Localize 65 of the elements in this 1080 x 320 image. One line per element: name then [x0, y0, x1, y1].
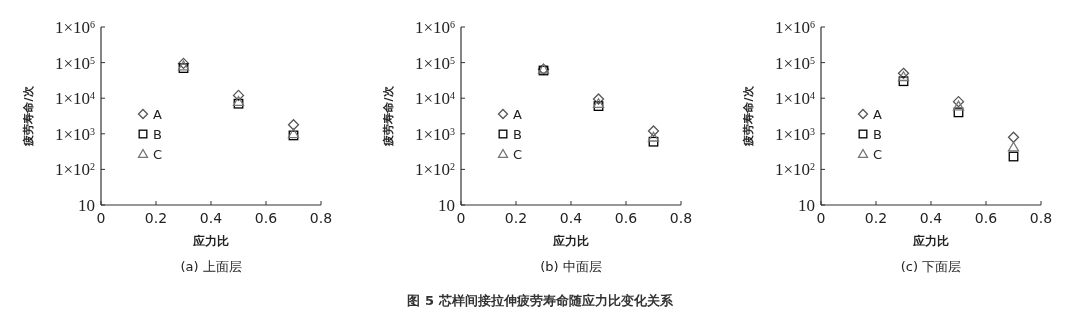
y-tick-label: 1×10$^{3}$	[54, 124, 95, 144]
y-axis-title: 疲劳寿命/次	[742, 85, 755, 147]
x-tick-label: 0.8	[1029, 210, 1053, 226]
text: (a) 上面层	[180, 259, 242, 274]
y-tick-label: 1×10$^{4}$	[414, 89, 455, 109]
point	[897, 71, 910, 82]
legend-label: C	[873, 147, 883, 162]
text: (c) 下面层	[900, 259, 962, 274]
y-tick-label: 1×10$^{5}$	[54, 53, 95, 73]
y-tick-label: 1×10$^{2}$	[774, 160, 815, 180]
x-tick-label: 0.8	[669, 210, 693, 226]
point	[1007, 141, 1020, 152]
x-tick-label: 0	[456, 210, 466, 226]
point	[647, 125, 660, 137]
y-axis-title: 疲劳寿命/次	[22, 85, 35, 147]
point	[952, 100, 965, 111]
caption: 图 5 芯样间接拉伸疲劳寿命随应力比变化关系	[407, 293, 674, 308]
legend-label: C	[153, 147, 163, 162]
y-tick-label: 1×10$^{2}$	[414, 160, 455, 180]
legend-label: B	[153, 127, 162, 142]
x-tick-label: 0.6	[974, 210, 998, 226]
y-tick-label: 1×10$^{5}$	[414, 53, 455, 73]
point	[953, 107, 964, 118]
y-axis-title: 疲劳寿命/次	[382, 85, 395, 147]
y-tick-label: 1×10$^{6}$	[774, 18, 815, 37]
x-tick-label: 0.4	[559, 210, 583, 226]
x-axis-title: 应力比	[912, 234, 949, 248]
x-tick-label: 0.2	[144, 210, 168, 226]
legend-label: A	[513, 107, 522, 122]
point	[1007, 131, 1020, 143]
y-tick-label: 1×10$^{5}$	[774, 53, 815, 73]
x-tick-label: 0.6	[254, 210, 278, 226]
y-tick-label: 1×10$^{2}$	[54, 160, 95, 180]
x-tick-label: 0	[96, 210, 106, 226]
x-tick-label: 0	[816, 210, 826, 226]
point	[592, 93, 605, 105]
y-tick-label: 1×10$^{6}$	[414, 18, 455, 37]
x-axis-title: 应力比	[192, 234, 229, 248]
x-axis-title: 应力比	[552, 234, 589, 248]
y-tick-label: 1×10$^{6}$	[54, 18, 95, 37]
y-tick-label: 1×10$^{4}$	[774, 89, 815, 109]
x-tick-label: 0.2	[504, 210, 528, 226]
point	[287, 119, 300, 131]
legend-label: B	[513, 127, 522, 142]
x-tick-label: 0.2	[864, 210, 888, 226]
legend-label: A	[873, 107, 882, 122]
point	[648, 136, 659, 147]
legend-label: C	[513, 147, 523, 162]
y-tick-label: 1×10$^{3}$	[774, 124, 815, 144]
y-tick-label: 10	[798, 196, 815, 215]
point	[232, 89, 245, 102]
x-tick-label: 0.4	[199, 210, 223, 226]
x-tick-label: 0.4	[919, 210, 943, 226]
y-tick-label: 1×10$^{3}$	[414, 124, 455, 144]
point	[1008, 151, 1019, 162]
y-tick-label: 1×10$^{4}$	[54, 89, 95, 109]
text: (b) 中面层	[540, 259, 602, 274]
x-tick-label: 0.8	[309, 210, 333, 226]
point	[898, 76, 909, 87]
point	[647, 131, 660, 142]
legend-label: B	[873, 127, 882, 142]
x-tick-label: 0.6	[614, 210, 638, 226]
legend-label: A	[153, 107, 162, 122]
y-tick-label: 10	[78, 196, 95, 215]
y-tick-label: 10	[438, 196, 455, 215]
